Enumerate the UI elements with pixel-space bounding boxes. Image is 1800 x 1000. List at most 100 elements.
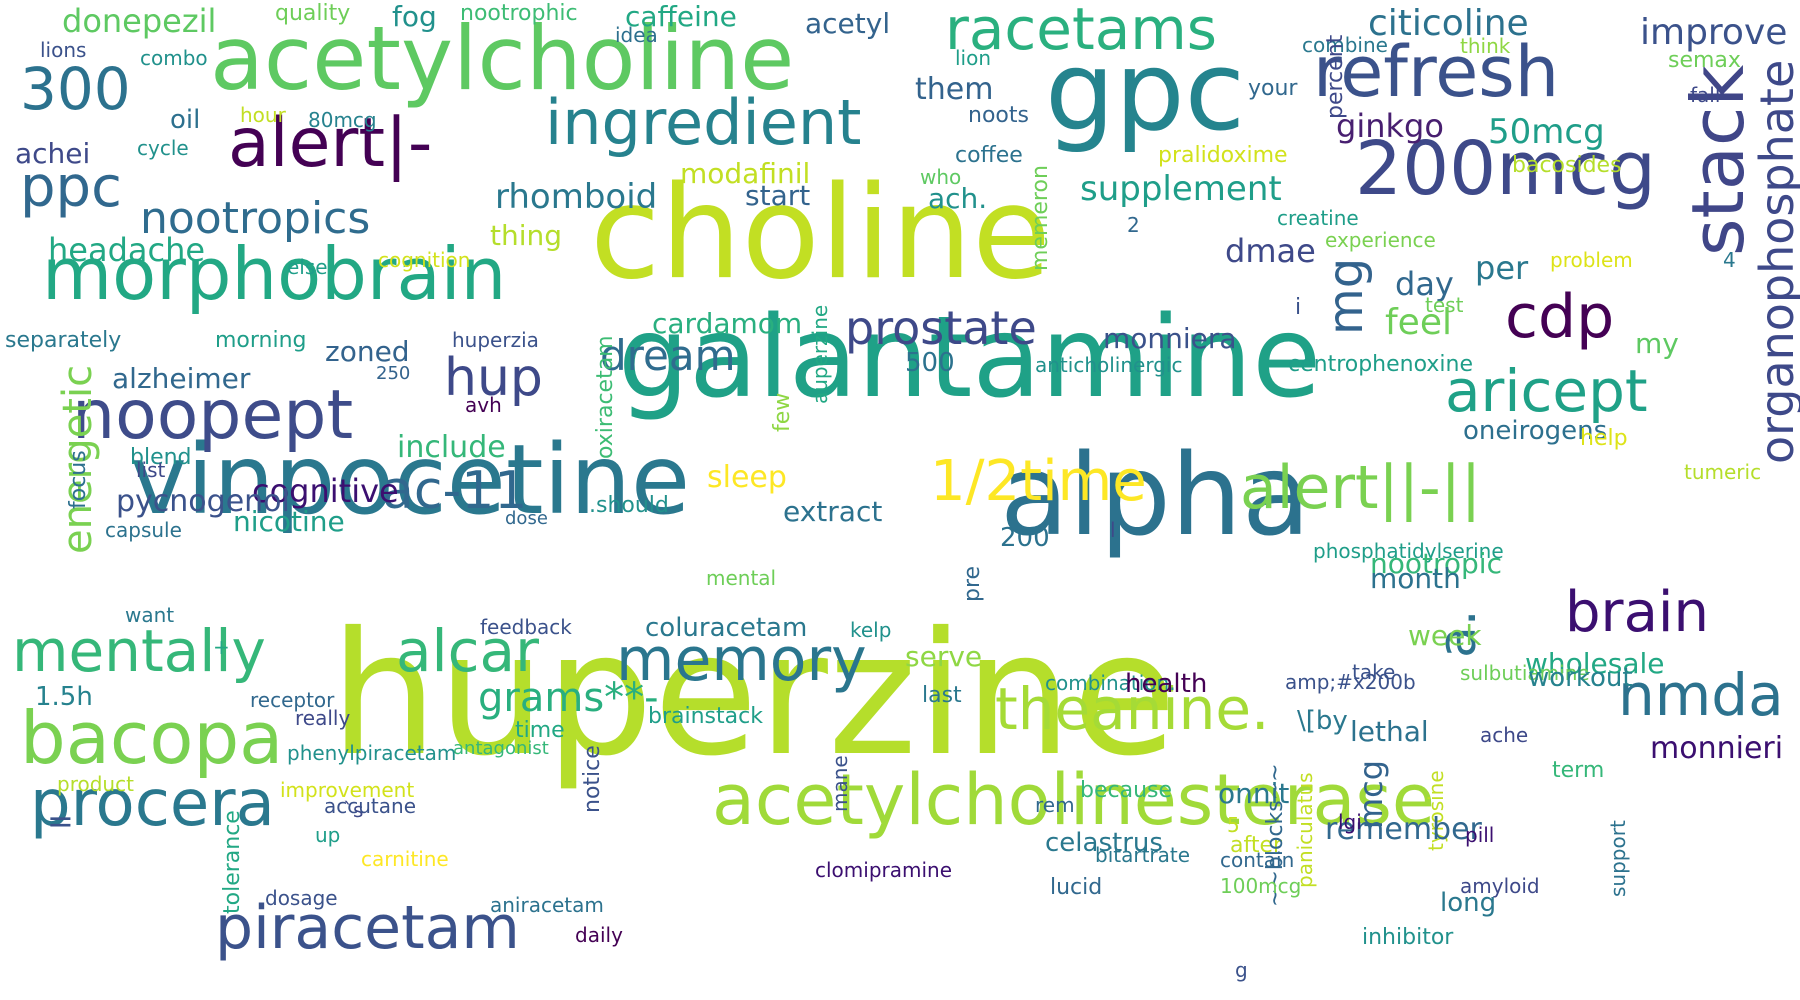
word-pycnogenol: pycnogenol [116,484,290,519]
word-piracetam: piracetam [215,893,520,963]
word-product: product [57,772,134,796]
word-feedback: feedback [480,615,572,639]
word-500: 500 [905,348,955,378]
word-grams: grams**- [478,675,659,721]
word-start: start [745,179,811,212]
word-lion: lion [955,46,992,70]
word-thing: thing [490,219,563,252]
word-dosage: dosage [265,886,338,910]
word-bacosides: bacosides [1512,153,1622,178]
word-term: term [1552,758,1605,783]
word-brainstack: brainstack [648,704,763,729]
word-1-5h: 1.5h [35,682,93,712]
word-wholesale: wholesale [1525,647,1665,680]
word-morphobrain: morphobrain [42,232,507,316]
word-aricept: aricept [1445,357,1648,425]
word-oil: oil [170,105,201,135]
word-sulbutiamine: sulbutiamine [1460,661,1590,685]
word-feel: feel [1385,302,1452,343]
word-cardamom: cardamom [652,307,803,340]
word-anticholinergic: anticholinergic [1035,353,1183,377]
word-because: because [1080,778,1173,803]
word-oneirogens: oneirogens [1463,416,1608,446]
word-refresh: refresh [1313,31,1560,113]
word-bacopa: bacopa [20,696,284,780]
word-long: long [1440,888,1497,918]
word-fall: fall [1690,83,1721,107]
word-my: my [1635,327,1679,360]
word-coffee: coffee [955,143,1023,168]
word-really: really [295,706,351,730]
word-else: else [287,255,328,279]
word-bitartrate: bitartrate [1095,843,1191,867]
word-should: .should [589,493,669,518]
word-brain: brain [1565,580,1709,645]
word-take: take [1352,660,1396,684]
word-cycle: cycle [137,136,189,160]
word-receptor: receptor [250,688,335,712]
word-choline: choline [590,159,1051,308]
word-after: after [1230,833,1283,858]
word-sleep: sleep [707,460,787,495]
word-idea: idea [615,23,658,47]
word-memeron: memeron [1028,165,1053,271]
word-paniculatus: paniculatus [1293,772,1317,888]
word-last: last [922,683,962,708]
word-symbol: = [47,802,74,840]
word-think: think [1460,34,1511,58]
word-g: g [1235,958,1248,982]
word-combination: combination. [1045,671,1176,695]
word-alcar: alcar [396,617,539,685]
word-organophosphate: organophosphate [1750,59,1800,464]
word-dmae: dmae [1225,232,1316,270]
word-include: include [397,430,506,465]
word-nootropic: nootropic [1370,547,1502,580]
word-ac-11: ac-11 [382,461,528,521]
word-help: help [1580,426,1628,451]
word-who: who [920,165,962,189]
word-monnieri: monnieri [1650,731,1784,766]
word-ingredient: ingredient [545,86,862,159]
word-modafinil: modafinil [680,157,811,190]
word-ach: ach. [928,182,988,215]
word-zoned: zoned [325,335,410,368]
word-semax: semax [1668,48,1741,73]
word-celastrus: celastrus [1045,828,1163,858]
word-galantamine: galantamine [618,293,1322,423]
word-serve: serve [905,640,983,673]
word-supplement: supplement [1080,169,1282,209]
word-ginkgo: ginkgo [1336,107,1444,145]
word-noopept: noopept [72,376,354,455]
word-acetylcholine: acetylcholine [210,7,795,110]
word-auperzine: auperzine [808,304,832,404]
word-morning: morning [215,328,307,353]
word-oxiracetam: oxiracetam [593,335,618,459]
word-experience: experience [1325,228,1436,252]
word-mane: mane [828,755,852,812]
word-rhomboid: rhomboid [495,177,658,217]
word-4: 4 [1723,248,1736,272]
word-l: l [1110,518,1116,542]
word-capsule: capsule [105,518,182,542]
word-combine: combine [1302,33,1388,57]
word-300: 300 [20,55,131,123]
word-citicoline: citicoline [1368,3,1529,44]
word-lgi: lgi [1338,810,1362,834]
word-50mcg: 50mcg [1488,112,1605,152]
word-inhibitor: inhibitor [1362,925,1454,950]
word-cognition: cognition [378,248,471,272]
word-100mcg: 100mcg [1220,874,1302,898]
word-acetylcholinesterase: acetylcholinesterase [712,759,1435,841]
word-centrophenoxine: centrophenoxine [1288,352,1474,377]
word-s: `s [343,798,364,822]
word-extract: extract [783,495,883,528]
word-carnitine: carnitine [361,847,449,871]
word-acetyl: acetyl [805,7,891,40]
word-week: week [1408,619,1482,652]
word-amyloid: amyloid [1460,874,1540,898]
word-memory: memory [616,625,867,695]
word-improve: improve [1640,12,1788,53]
word-ppc: ppc [20,155,122,220]
word-5: 5 [1227,813,1240,837]
